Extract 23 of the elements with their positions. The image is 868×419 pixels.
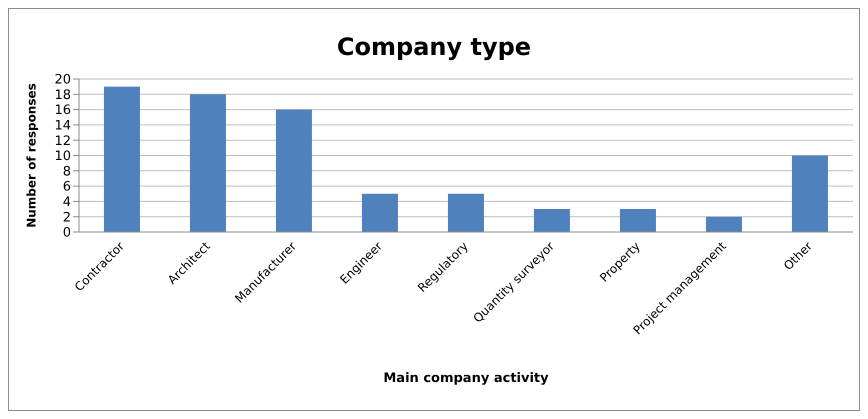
bar <box>792 156 828 232</box>
y-tick-label: 6 <box>62 180 71 195</box>
y-tick-label: 12 <box>54 134 71 149</box>
bar <box>706 216 742 232</box>
y-tick-label: 2 <box>62 210 71 226</box>
bar <box>448 194 484 232</box>
x-axis-title: Main company activity <box>383 371 550 386</box>
y-tick-label: 4 <box>62 195 71 210</box>
y-tick-label: 8 <box>62 164 71 180</box>
y-axis-title: Number of responses <box>24 83 38 228</box>
y-tick-label: 10 <box>54 149 71 164</box>
y-tick-label: 20 <box>54 72 71 88</box>
y-tick-label: 16 <box>54 103 71 118</box>
y-tick-label: 0 <box>62 226 71 241</box>
bar <box>190 94 226 232</box>
y-tick-label: 18 <box>54 88 71 103</box>
bar <box>534 209 570 232</box>
bar <box>620 209 656 232</box>
bar <box>276 110 312 232</box>
chart-title: Company type <box>336 33 532 61</box>
bar <box>362 194 398 232</box>
bar <box>104 86 140 232</box>
y-tick-label: 14 <box>54 118 71 134</box>
